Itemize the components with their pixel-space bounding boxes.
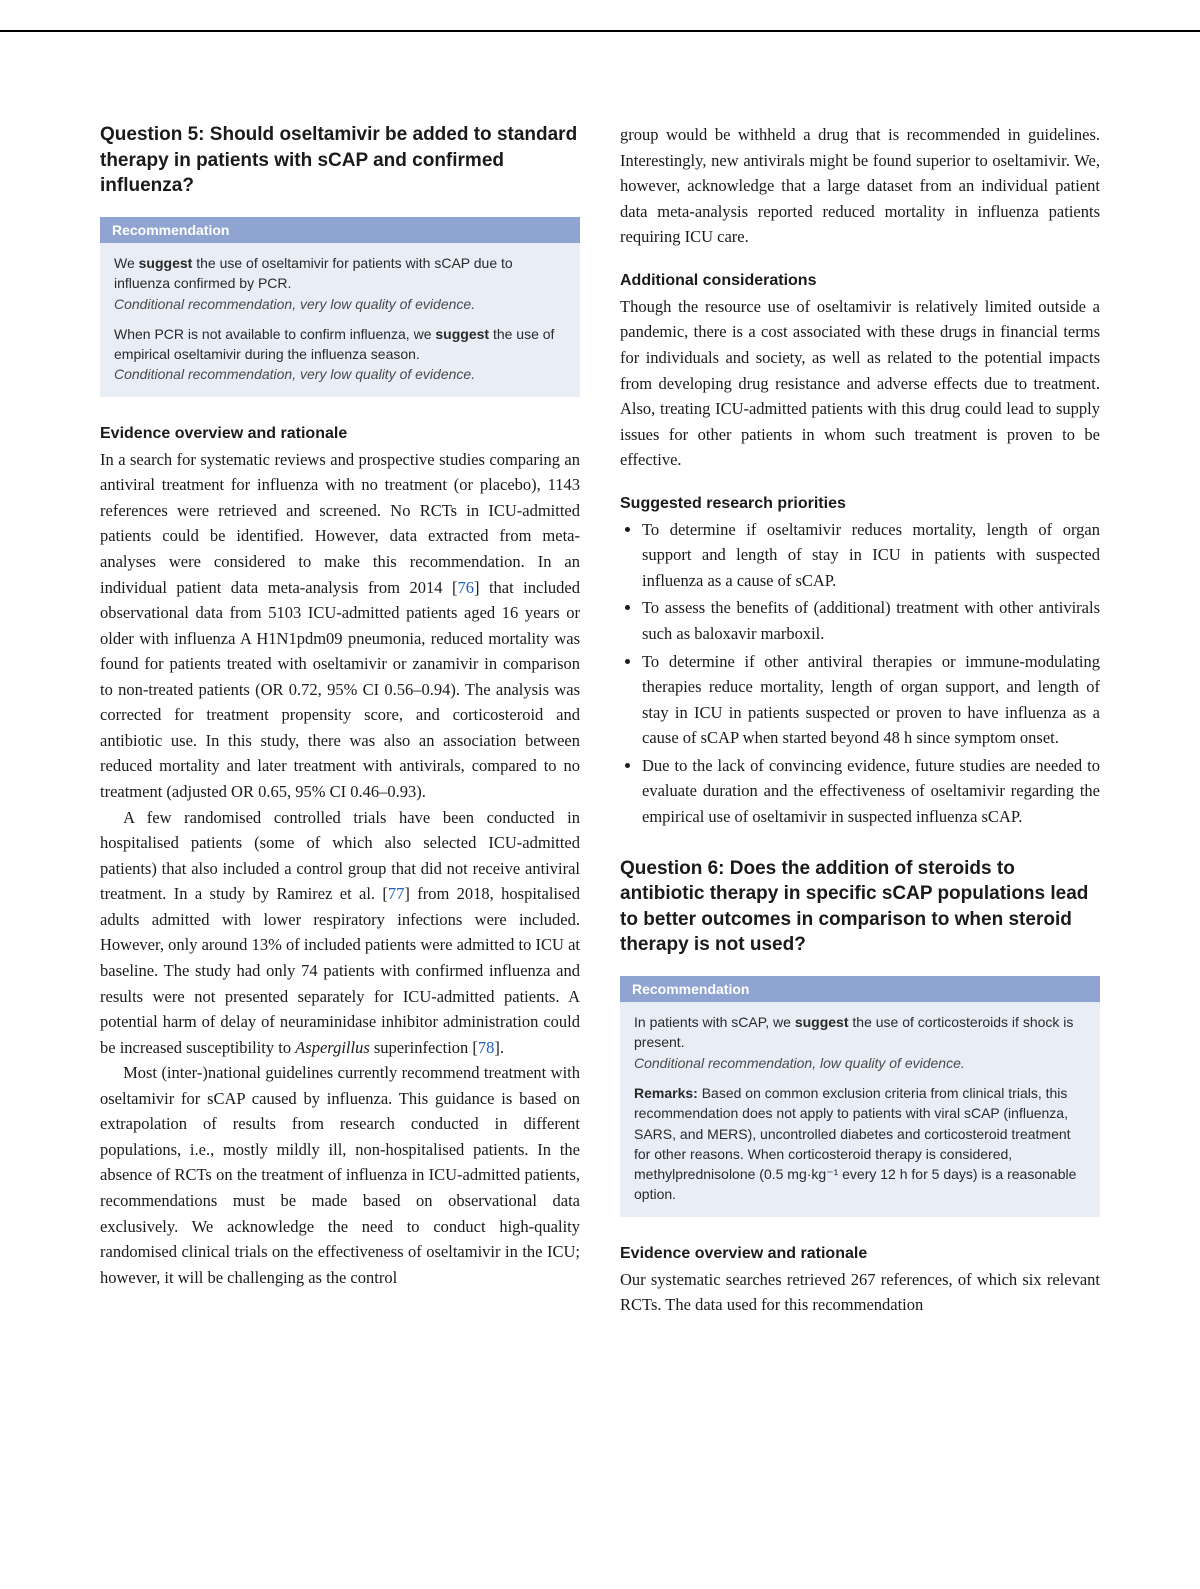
additional-considerations-heading: Additional considerations <box>620 272 1100 290</box>
recommendation-item: In patients with sCAP, we suggest the us… <box>634 1012 1086 1073</box>
italic-term: Aspergillus <box>295 1038 370 1057</box>
recommendation-body: We suggest the use of oseltamivir for pa… <box>100 243 580 397</box>
body-paragraph: A few randomised controlled trials have … <box>100 805 580 1061</box>
research-priorities-list: To determine if oseltamivir reduces mort… <box>620 517 1100 830</box>
recommendation-item: We suggest the use of oseltamivir for pa… <box>114 253 566 314</box>
list-item: To determine if other antiviral therapie… <box>642 649 1100 751</box>
two-column-layout: Question 5: Should oseltamivir be added … <box>100 122 1100 1318</box>
page: Question 5: Should oseltamivir be added … <box>0 30 1200 1398</box>
body-paragraph: Our systematic searches retrieved 267 re… <box>620 1267 1100 1318</box>
remarks-text: Based on common exclusion criteria from … <box>634 1085 1076 1202</box>
recommendation-remarks: Remarks: Based on common exclusion crite… <box>634 1083 1086 1205</box>
body-paragraph-continuation: group would be withheld a drug that is r… <box>620 122 1100 250</box>
recommendation-text: When PCR is not available to confirm inf… <box>114 324 566 365</box>
recommendation-grade: Conditional recommendation, low quality … <box>634 1053 1086 1073</box>
question-6-heading: Question 6: Does the addition of steroid… <box>620 856 1100 959</box>
recommendation-text: In patients with sCAP, we suggest the us… <box>634 1012 1086 1053</box>
recommendation-grade: Conditional recommendation, very low qua… <box>114 294 566 314</box>
recommendation-text: We suggest the use of oseltamivir for pa… <box>114 253 566 294</box>
evidence-heading: Evidence overview and rationale <box>100 425 580 443</box>
body-paragraph: Though the resource use of oseltamivir i… <box>620 294 1100 473</box>
list-item: Due to the lack of convincing evidence, … <box>642 753 1100 830</box>
recommendation-header: Recommendation <box>100 217 580 243</box>
citation-ref[interactable]: 76 <box>457 578 474 597</box>
remarks-label: Remarks: <box>634 1085 698 1101</box>
q5-recommendation-box: Recommendation We suggest the use of ose… <box>100 217 580 397</box>
recommendation-grade: Conditional recommendation, very low qua… <box>114 364 566 384</box>
recommendation-item: When PCR is not available to confirm inf… <box>114 324 566 385</box>
recommendation-body: In patients with sCAP, we suggest the us… <box>620 1002 1100 1217</box>
list-item: To assess the benefits of (additional) t… <box>642 595 1100 646</box>
left-column: Question 5: Should oseltamivir be added … <box>100 122 580 1318</box>
evidence-heading: Evidence overview and rationale <box>620 1245 1100 1263</box>
question-5-heading: Question 5: Should oseltamivir be added … <box>100 122 580 199</box>
list-item: To determine if oseltamivir reduces mort… <box>642 517 1100 594</box>
research-priorities-heading: Suggested research priorities <box>620 495 1100 513</box>
citation-ref[interactable]: 78 <box>478 1038 495 1057</box>
citation-ref[interactable]: 77 <box>388 884 405 903</box>
q6-recommendation-box: Recommendation In patients with sCAP, we… <box>620 976 1100 1217</box>
body-paragraph: Most (inter-)national guidelines current… <box>100 1060 580 1290</box>
right-column: group would be withheld a drug that is r… <box>620 122 1100 1318</box>
body-paragraph: In a search for systematic reviews and p… <box>100 447 580 805</box>
recommendation-header: Recommendation <box>620 976 1100 1002</box>
